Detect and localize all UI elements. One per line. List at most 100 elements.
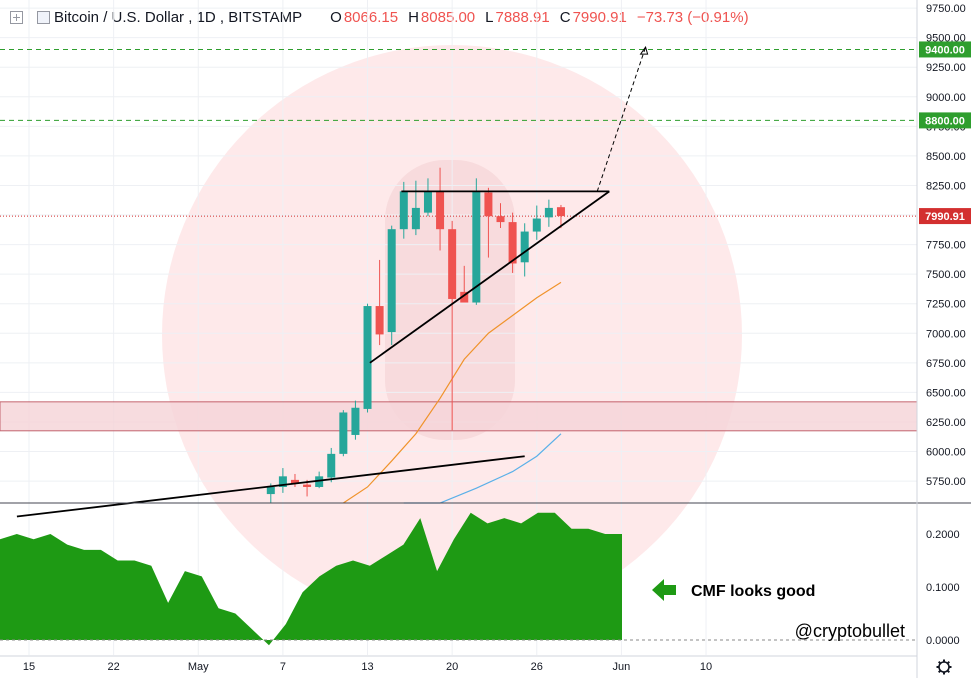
price-tick-label: 9750.00: [926, 3, 966, 15]
time-tick-label: 20: [446, 661, 458, 673]
time-tick-label: 22: [108, 661, 120, 673]
candle-body: [327, 453, 336, 478]
level-price-label: 8800.00: [925, 115, 965, 127]
annotations: CMF looks good @cryptobullet: [652, 579, 905, 641]
gear-tooth: [946, 669, 951, 674]
gear-icon[interactable]: [936, 659, 952, 675]
price-tick-label: 7500.00: [926, 269, 966, 281]
candle: [423, 178, 432, 217]
cmf-panel: [0, 512, 917, 646]
price-tick-label: 8500.00: [926, 151, 966, 163]
candle-body: [375, 306, 384, 335]
candle-body: [496, 216, 505, 223]
open-label: O: [330, 8, 342, 26]
candle: [472, 178, 481, 305]
price-tick-label: 6500.00: [926, 387, 966, 399]
time-tick-label: 15: [23, 661, 35, 673]
candle-body: [315, 476, 324, 487]
level-price-tag: [919, 208, 971, 225]
interval: 1D: [196, 8, 216, 26]
candle-body: [544, 207, 553, 218]
candle: [448, 220, 457, 431]
price-tick-label: 9000.00: [926, 92, 966, 104]
price-tick-label: 7250.00: [926, 299, 966, 311]
candle: [436, 167, 445, 251]
collapse-box-icon[interactable]: [37, 10, 50, 24]
low-value: 7888.91: [495, 8, 550, 26]
trendline: [596, 46, 647, 192]
close-label: C: [559, 8, 571, 26]
candle-body: [532, 218, 541, 232]
symbol-info: Bitcoin / U.S. Dollar , 1D , BITSTAMP: [54, 8, 303, 26]
price-tick-label: 6250.00: [926, 417, 966, 429]
candle-body: [411, 207, 420, 230]
candle: [544, 199, 553, 227]
cmf-tick-label: 0.1000: [926, 582, 960, 594]
projection-arrowhead: [639, 45, 649, 55]
candle: [351, 400, 360, 440]
change-value: −73.73 (−0.91%): [636, 8, 749, 26]
candle: [327, 447, 336, 483]
trendline: [369, 190, 610, 364]
candle-body: [472, 191, 481, 303]
candle-body: [278, 476, 287, 487]
candle-body: [484, 192, 493, 217]
cmf-area: [0, 512, 622, 646]
trendline: [16, 455, 525, 518]
candle-body: [266, 486, 275, 495]
candle-body: [448, 229, 457, 299]
time-tick-label: 13: [361, 661, 373, 673]
candle-body: [303, 484, 312, 487]
candle-body: [556, 207, 565, 217]
candle-body: [399, 191, 408, 230]
level-price-tag: [919, 112, 971, 129]
candle: [508, 212, 517, 273]
gear-tooth: [937, 669, 942, 674]
candle-body: [363, 306, 372, 409]
candle-body: [460, 291, 469, 303]
candle-body: [520, 231, 529, 263]
cmf-tick-label: 0.0000: [926, 635, 960, 647]
candles: [266, 167, 565, 503]
candle: [290, 473, 299, 487]
candle-body: [351, 407, 360, 435]
candle: [520, 223, 529, 277]
zone-rect: [0, 401, 918, 432]
candle-body: [436, 191, 445, 230]
expand-plus-icon[interactable]: [10, 10, 23, 24]
cmf-annotation-text: CMF looks good: [691, 583, 815, 600]
price-tick-label: 6000.00: [926, 447, 966, 459]
trendlines: [16, 45, 649, 518]
candle: [363, 303, 372, 413]
symbol-name: Bitcoin / U.S. Dollar: [54, 8, 185, 26]
price-tick-label: 5750.00: [926, 476, 966, 488]
open-value: 8066.15: [343, 8, 399, 26]
low-label: L: [485, 8, 494, 26]
price-tick-label: 9250.00: [926, 62, 966, 74]
watermark-handle: @cryptobullet: [795, 621, 905, 641]
candle: [556, 204, 565, 229]
supply-demand-zones: [0, 401, 918, 432]
watermark-bullet: [385, 160, 515, 440]
price-tick-label: 7750.00: [926, 240, 966, 252]
cmf-tick-label: 0.2000: [926, 529, 960, 541]
high-value: 8085.00: [420, 8, 476, 26]
candle: [387, 225, 396, 346]
price-tick-label: 6750.00: [926, 358, 966, 370]
time-tick-label: May: [188, 661, 209, 673]
candle: [532, 205, 541, 240]
time-tick-label: Jun: [613, 661, 631, 673]
gear-tooth: [946, 660, 951, 665]
candle: [375, 259, 384, 346]
candle-body: [339, 412, 348, 454]
gear-tooth: [937, 660, 942, 665]
candle: [496, 203, 505, 229]
gear-ring: [938, 661, 950, 673]
candle: [339, 410, 348, 457]
arrow-left-icon: [652, 579, 676, 601]
high-label: H: [408, 8, 419, 26]
